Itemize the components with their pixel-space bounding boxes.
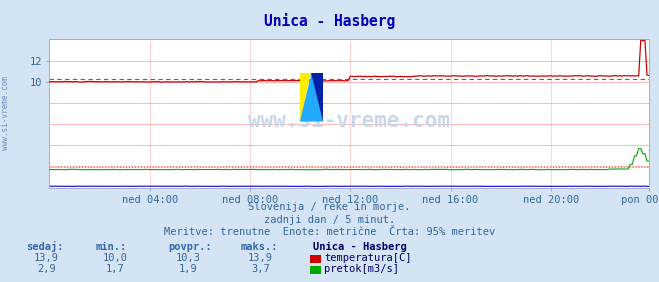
- Text: www.si-vreme.com: www.si-vreme.com: [248, 111, 450, 131]
- Text: 13,9: 13,9: [34, 253, 59, 263]
- Text: 2,9: 2,9: [37, 264, 55, 274]
- Polygon shape: [300, 73, 312, 122]
- Polygon shape: [312, 73, 323, 122]
- Polygon shape: [300, 73, 323, 122]
- Text: 3,7: 3,7: [251, 264, 270, 274]
- Text: Meritve: trenutne  Enote: metrične  Črta: 95% meritev: Meritve: trenutne Enote: metrične Črta: …: [164, 228, 495, 237]
- Text: 1,7: 1,7: [106, 264, 125, 274]
- Text: maks.:: maks.:: [241, 242, 278, 252]
- Text: pretok[m3/s]: pretok[m3/s]: [324, 264, 399, 274]
- Text: 13,9: 13,9: [248, 253, 273, 263]
- Text: 1,9: 1,9: [179, 264, 197, 274]
- Text: temperatura[C]: temperatura[C]: [324, 253, 412, 263]
- Text: 10,0: 10,0: [103, 253, 128, 263]
- Text: min.:: min.:: [96, 242, 127, 252]
- Text: povpr.:: povpr.:: [168, 242, 212, 252]
- Text: www.si-vreme.com: www.si-vreme.com: [1, 76, 10, 150]
- Text: 10,3: 10,3: [175, 253, 200, 263]
- Text: Unica - Hasberg: Unica - Hasberg: [264, 13, 395, 29]
- Text: Unica - Hasberg: Unica - Hasberg: [313, 242, 407, 252]
- Text: Slovenija / reke in morje.: Slovenija / reke in morje.: [248, 202, 411, 212]
- Text: zadnji dan / 5 minut.: zadnji dan / 5 minut.: [264, 215, 395, 225]
- Text: sedaj:: sedaj:: [26, 241, 64, 252]
